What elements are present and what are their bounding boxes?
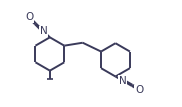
Text: O: O [26,12,34,22]
Text: O: O [135,85,143,95]
Text: N: N [119,76,126,86]
Text: N: N [40,26,48,36]
